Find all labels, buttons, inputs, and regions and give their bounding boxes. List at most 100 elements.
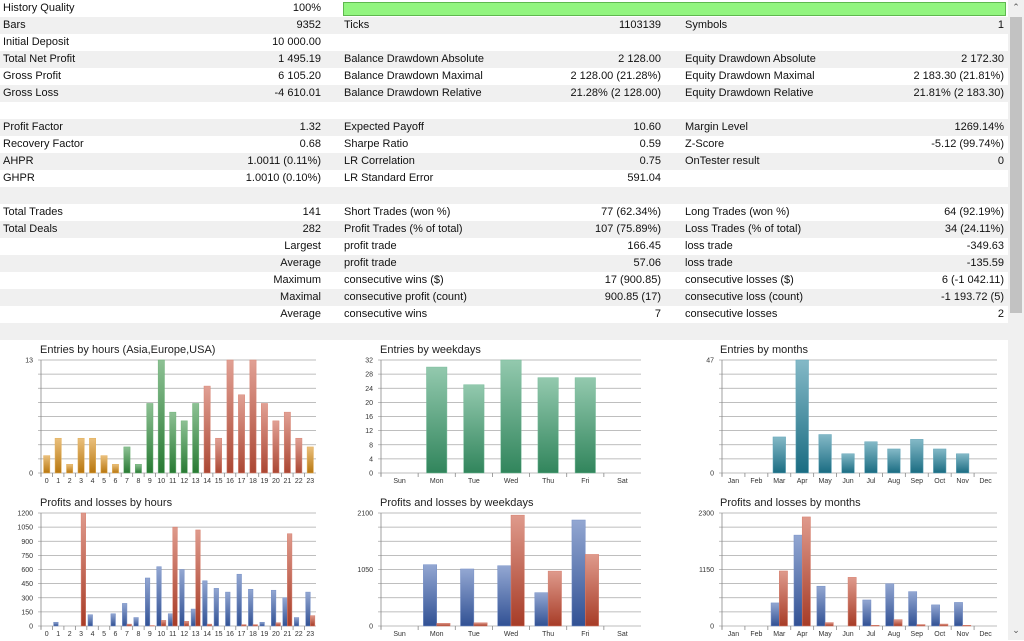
bar-profits-10 <box>157 567 162 626</box>
x-tick-label: 3 <box>79 478 83 485</box>
x-tick-label: 21 <box>283 478 291 485</box>
bar-entries-9 <box>147 403 153 473</box>
x-tick-label: 0 <box>45 631 49 638</box>
bar-entries-Wed <box>501 360 521 473</box>
history-quality-value: 100% <box>293 0 321 17</box>
x-tick-label: 20 <box>272 478 280 485</box>
x-tick-label: Aug <box>888 478 901 485</box>
scroll-thumb[interactable] <box>1010 17 1022 313</box>
x-tick-label: Feb <box>750 478 762 485</box>
stat-value-col2: 10.60 <box>633 119 661 136</box>
bar-losses-3 <box>81 513 86 626</box>
bar-losses-23 <box>310 616 315 626</box>
bar-entries-May <box>819 435 832 473</box>
bar-losses-12 <box>184 621 189 626</box>
scroll-down-icon[interactable]: ⌄ <box>1008 625 1024 636</box>
stat-value-col1: 1 495.19 <box>278 51 321 68</box>
bar-entries-Mar <box>773 437 786 473</box>
x-tick-label: 0 <box>45 478 49 485</box>
x-tick-label: 13 <box>192 631 200 638</box>
x-tick-label: Thu <box>542 631 554 638</box>
bar-entries-20 <box>273 421 279 473</box>
stat-value-col1: Average <box>280 255 321 272</box>
stat-value-col3: 64 (92.19%) <box>944 204 1004 221</box>
bar-entries-21 <box>284 412 290 473</box>
stat-value-col2: 900.85 (17) <box>605 289 661 306</box>
x-tick-label: Aug <box>888 631 901 638</box>
bar-losses-Thu <box>548 571 561 626</box>
x-tick-label: 3 <box>79 631 83 638</box>
stat-value-col2: 0.75 <box>640 153 661 170</box>
x-tick-label: Dec <box>979 478 992 485</box>
stat-value-col1: 282 <box>303 221 321 238</box>
bar-losses-13 <box>196 530 201 626</box>
bar-losses-Nov <box>963 625 971 626</box>
stat-label-col1: AHPR <box>3 153 34 170</box>
bar-entries-7 <box>124 447 130 473</box>
x-tick-label: May <box>819 478 833 485</box>
stat-label-col2: Balance Drawdown Maximal <box>344 68 483 85</box>
x-tick-label: Jun <box>842 478 853 485</box>
x-tick-label: Fri <box>581 478 590 485</box>
x-tick-label: Jul <box>866 631 875 638</box>
bar-entries-Mon <box>427 367 447 473</box>
bar-entries-Nov <box>956 454 969 473</box>
history-quality-fill <box>344 3 1005 15</box>
bar-entries-2 <box>66 464 72 473</box>
x-tick-label: 23 <box>306 631 314 638</box>
bar-losses-Jul <box>871 625 879 626</box>
y-tick-label: 13 <box>25 358 33 365</box>
x-tick-label: 19 <box>261 631 269 638</box>
stat-label-col3: consecutive losses <box>685 306 777 323</box>
stat-value-col2: 2 128.00 <box>618 51 661 68</box>
bar-entries-16 <box>227 360 233 473</box>
x-tick-label: Nov <box>956 478 969 485</box>
stat-label-col1: Bars <box>3 17 26 34</box>
stat-value-col3: 2 172.30 <box>961 51 1004 68</box>
stat-value-col2: 166.45 <box>627 238 661 255</box>
stat-value-col3: 2 183.30 (21.81%) <box>913 68 1004 85</box>
vertical-scrollbar[interactable]: ⌃ ⌄ <box>1008 0 1024 640</box>
bar-profits-6 <box>111 614 116 626</box>
bar-profits-23 <box>306 592 311 626</box>
stat-label-col3: Z-Score <box>685 136 724 153</box>
bar-losses-18 <box>253 625 258 626</box>
bar-losses-11 <box>173 527 178 626</box>
stat-value-col3: -5.12 (99.74%) <box>931 136 1004 153</box>
x-tick-label: 17 <box>238 478 246 485</box>
y-tick-label: 150 <box>21 609 33 616</box>
x-tick-label: 8 <box>136 631 140 638</box>
stat-value-col3: 1269.14% <box>954 119 1004 136</box>
x-tick-label: Oct <box>934 631 945 638</box>
stat-value-col1: Average <box>280 306 321 323</box>
bar-entries-23 <box>307 447 313 473</box>
x-tick-label: Tue <box>468 478 480 485</box>
stat-label-col1: Total Trades <box>3 204 63 221</box>
bar-profits-21 <box>283 598 288 626</box>
stat-value-col2: 1103139 <box>619 17 661 34</box>
bar-entries-22 <box>296 438 302 473</box>
x-tick-label: 15 <box>215 631 223 638</box>
bar-entries-0 <box>44 456 50 473</box>
y-tick-label: 750 <box>21 553 33 560</box>
y-tick-label: 20 <box>365 400 373 407</box>
scroll-up-icon[interactable]: ⌃ <box>1008 2 1024 13</box>
x-tick-label: Sun <box>393 478 406 485</box>
bar-profits-15 <box>214 588 219 626</box>
y-tick-label: 28 <box>365 372 373 379</box>
stat-label-col2: profit trade <box>344 238 397 255</box>
x-tick-label: Mar <box>773 631 786 638</box>
stat-label-col1: Total Net Profit <box>3 51 75 68</box>
y-tick-label: 1050 <box>17 525 33 532</box>
stat-value-col1: 141 <box>303 204 321 221</box>
x-tick-label: 2 <box>68 631 72 638</box>
stat-label-col3: consecutive loss (count) <box>685 289 803 306</box>
bar-entries-Tue <box>464 385 484 473</box>
stat-label-col2: Short Trades (won %) <box>344 204 450 221</box>
